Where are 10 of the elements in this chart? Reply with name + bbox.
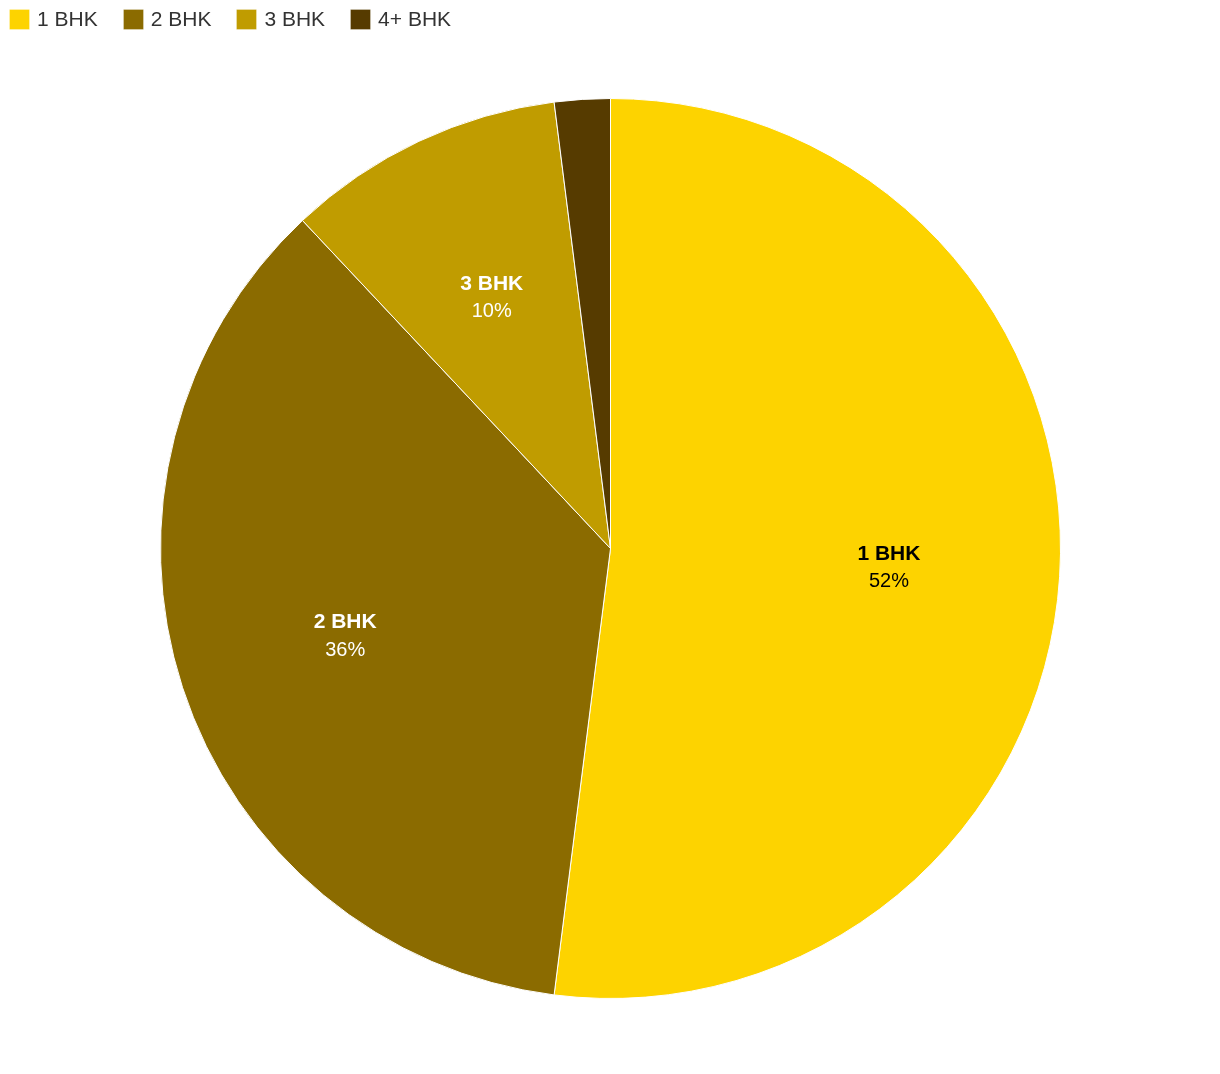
data-label: 52% [868,569,910,592]
data-label: 36% [325,637,366,660]
slice-label: 1 BHK [857,540,921,564]
slice-label: 2 BHK [313,609,377,633]
legend-label: 1 BHK [37,7,98,31]
legend-label: 2 BHK [150,7,212,31]
data-label: 10% [471,299,512,322]
slice-label: 3 BHK [460,270,524,294]
legend-label: 4+ BHK [378,7,452,31]
legend-label: 3 BHK [264,7,326,31]
